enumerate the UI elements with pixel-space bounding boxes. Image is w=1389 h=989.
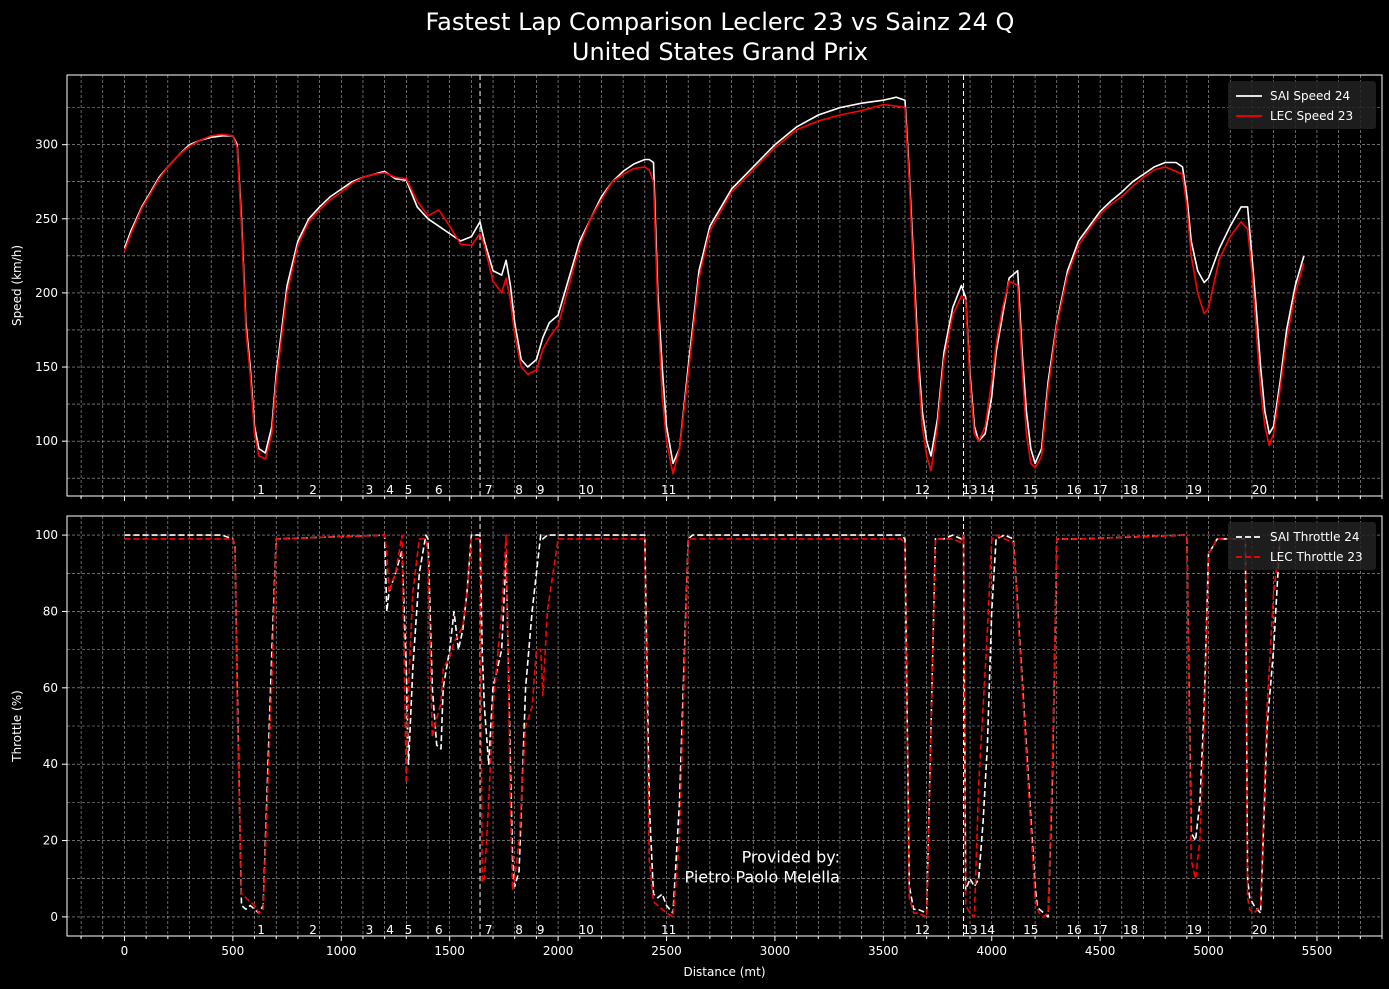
turn-label-11: 11	[661, 483, 676, 497]
throttle-y-axis-label: Throttle (%)	[10, 690, 24, 763]
watermark-line1: Provided by:	[742, 847, 840, 866]
turn-label-1: 1	[257, 483, 265, 497]
turn-label-18: 18	[1123, 483, 1138, 497]
speed-y-tick-label: 300	[35, 138, 58, 152]
turn-label-3: 3	[366, 923, 374, 937]
turn-label-12: 12	[915, 483, 930, 497]
turn-label-3: 3	[366, 483, 374, 497]
lec-throttle-23-line	[124, 534, 1281, 918]
turn-label-6: 6	[435, 923, 443, 937]
speed-y-axis-label: Speed (km/h)	[10, 245, 24, 326]
speed-y-tick-label: 250	[35, 212, 58, 226]
throttle-x-tick-label: 4000	[976, 944, 1007, 958]
speed-y-tick-label: 150	[35, 360, 58, 374]
turn-label-10: 10	[579, 483, 594, 497]
throttle-x-tick-label: 3500	[868, 944, 899, 958]
turn-label-5: 5	[405, 483, 413, 497]
throttle-legend-label: LEC Throttle 23	[1270, 550, 1363, 564]
turn-label-18: 18	[1123, 923, 1138, 937]
throttle-y-tick-label: 100	[35, 528, 58, 542]
speed-axes-frame	[66, 74, 1383, 497]
turn-label-16: 16	[1066, 923, 1081, 937]
turn-label-4: 4	[386, 483, 394, 497]
throttle-x-tick-label: 4500	[1085, 944, 1116, 958]
turn-label-4: 4	[386, 923, 394, 937]
turn-label-16: 16	[1066, 483, 1081, 497]
turn-label-17: 17	[1092, 923, 1107, 937]
turn-label-15: 15	[1023, 483, 1038, 497]
turn-label-20: 20	[1252, 483, 1267, 497]
turn-label-7: 7	[485, 483, 493, 497]
throttle-legend	[1228, 522, 1376, 570]
turn-label-17: 17	[1092, 483, 1107, 497]
throttle-y-tick-label: 80	[43, 604, 58, 618]
turn-label-9: 9	[537, 483, 545, 497]
turn-label-9: 9	[537, 923, 545, 937]
turn-label-10: 10	[579, 923, 594, 937]
turn-label-12: 12	[915, 923, 930, 937]
turn-label-14: 14	[980, 483, 995, 497]
speed-y-tick-label: 100	[35, 434, 58, 448]
throttle-y-tick-label: 0	[50, 910, 58, 924]
turn-label-13: 13	[962, 483, 977, 497]
turn-label-11: 11	[661, 923, 676, 937]
throttle-x-tick-label: 0	[121, 944, 129, 958]
turn-label-2: 2	[309, 923, 317, 937]
turn-label-1: 1	[257, 923, 265, 937]
chart-title-line2: United States Grand Prix	[572, 38, 868, 66]
throttle-y-tick-label: 60	[43, 681, 58, 695]
throttle-axes-frame	[66, 515, 1383, 937]
watermark-line2: Pietro Paolo Melella	[685, 867, 840, 886]
throttle-x-tick-label: 5500	[1302, 944, 1333, 958]
speed-legend-label: LEC Speed 23	[1270, 109, 1353, 123]
throttle-y-tick-label: 20	[43, 834, 58, 848]
turn-label-14: 14	[980, 923, 995, 937]
throttle-x-tick-label: 5000	[1193, 944, 1224, 958]
turn-label-19: 19	[1187, 923, 1202, 937]
turn-label-19: 19	[1187, 483, 1202, 497]
throttle-x-tick-label: 1000	[326, 944, 357, 958]
turn-label-8: 8	[515, 923, 523, 937]
throttle-legend-label: SAI Throttle 24	[1270, 530, 1360, 544]
speed-legend	[1228, 81, 1376, 129]
turn-label-6: 6	[435, 483, 443, 497]
throttle-x-axis-label: Distance (mt)	[683, 965, 765, 979]
turn-label-2: 2	[309, 483, 317, 497]
throttle-x-tick-label: 3000	[760, 944, 791, 958]
turn-label-15: 15	[1023, 923, 1038, 937]
throttle-x-tick-label: 500	[221, 944, 244, 958]
turn-label-5: 5	[405, 923, 413, 937]
sai-speed-24-line	[123, 96, 1305, 465]
turn-label-8: 8	[515, 483, 523, 497]
chart-title-line1: Fastest Lap Comparison Leclerc 23 vs Sai…	[426, 8, 1015, 36]
speed-y-tick-label: 200	[35, 286, 58, 300]
throttle-x-tick-label: 2500	[651, 944, 682, 958]
throttle-x-tick-label: 1500	[434, 944, 465, 958]
speed-legend-label: SAI Speed 24	[1270, 89, 1350, 103]
throttle-y-tick-label: 40	[43, 757, 58, 771]
turn-label-13: 13	[962, 923, 977, 937]
throttle-x-tick-label: 2000	[543, 944, 574, 958]
turn-label-7: 7	[485, 923, 493, 937]
lec-speed-23-line	[123, 103, 1305, 475]
turn-label-20: 20	[1252, 923, 1267, 937]
